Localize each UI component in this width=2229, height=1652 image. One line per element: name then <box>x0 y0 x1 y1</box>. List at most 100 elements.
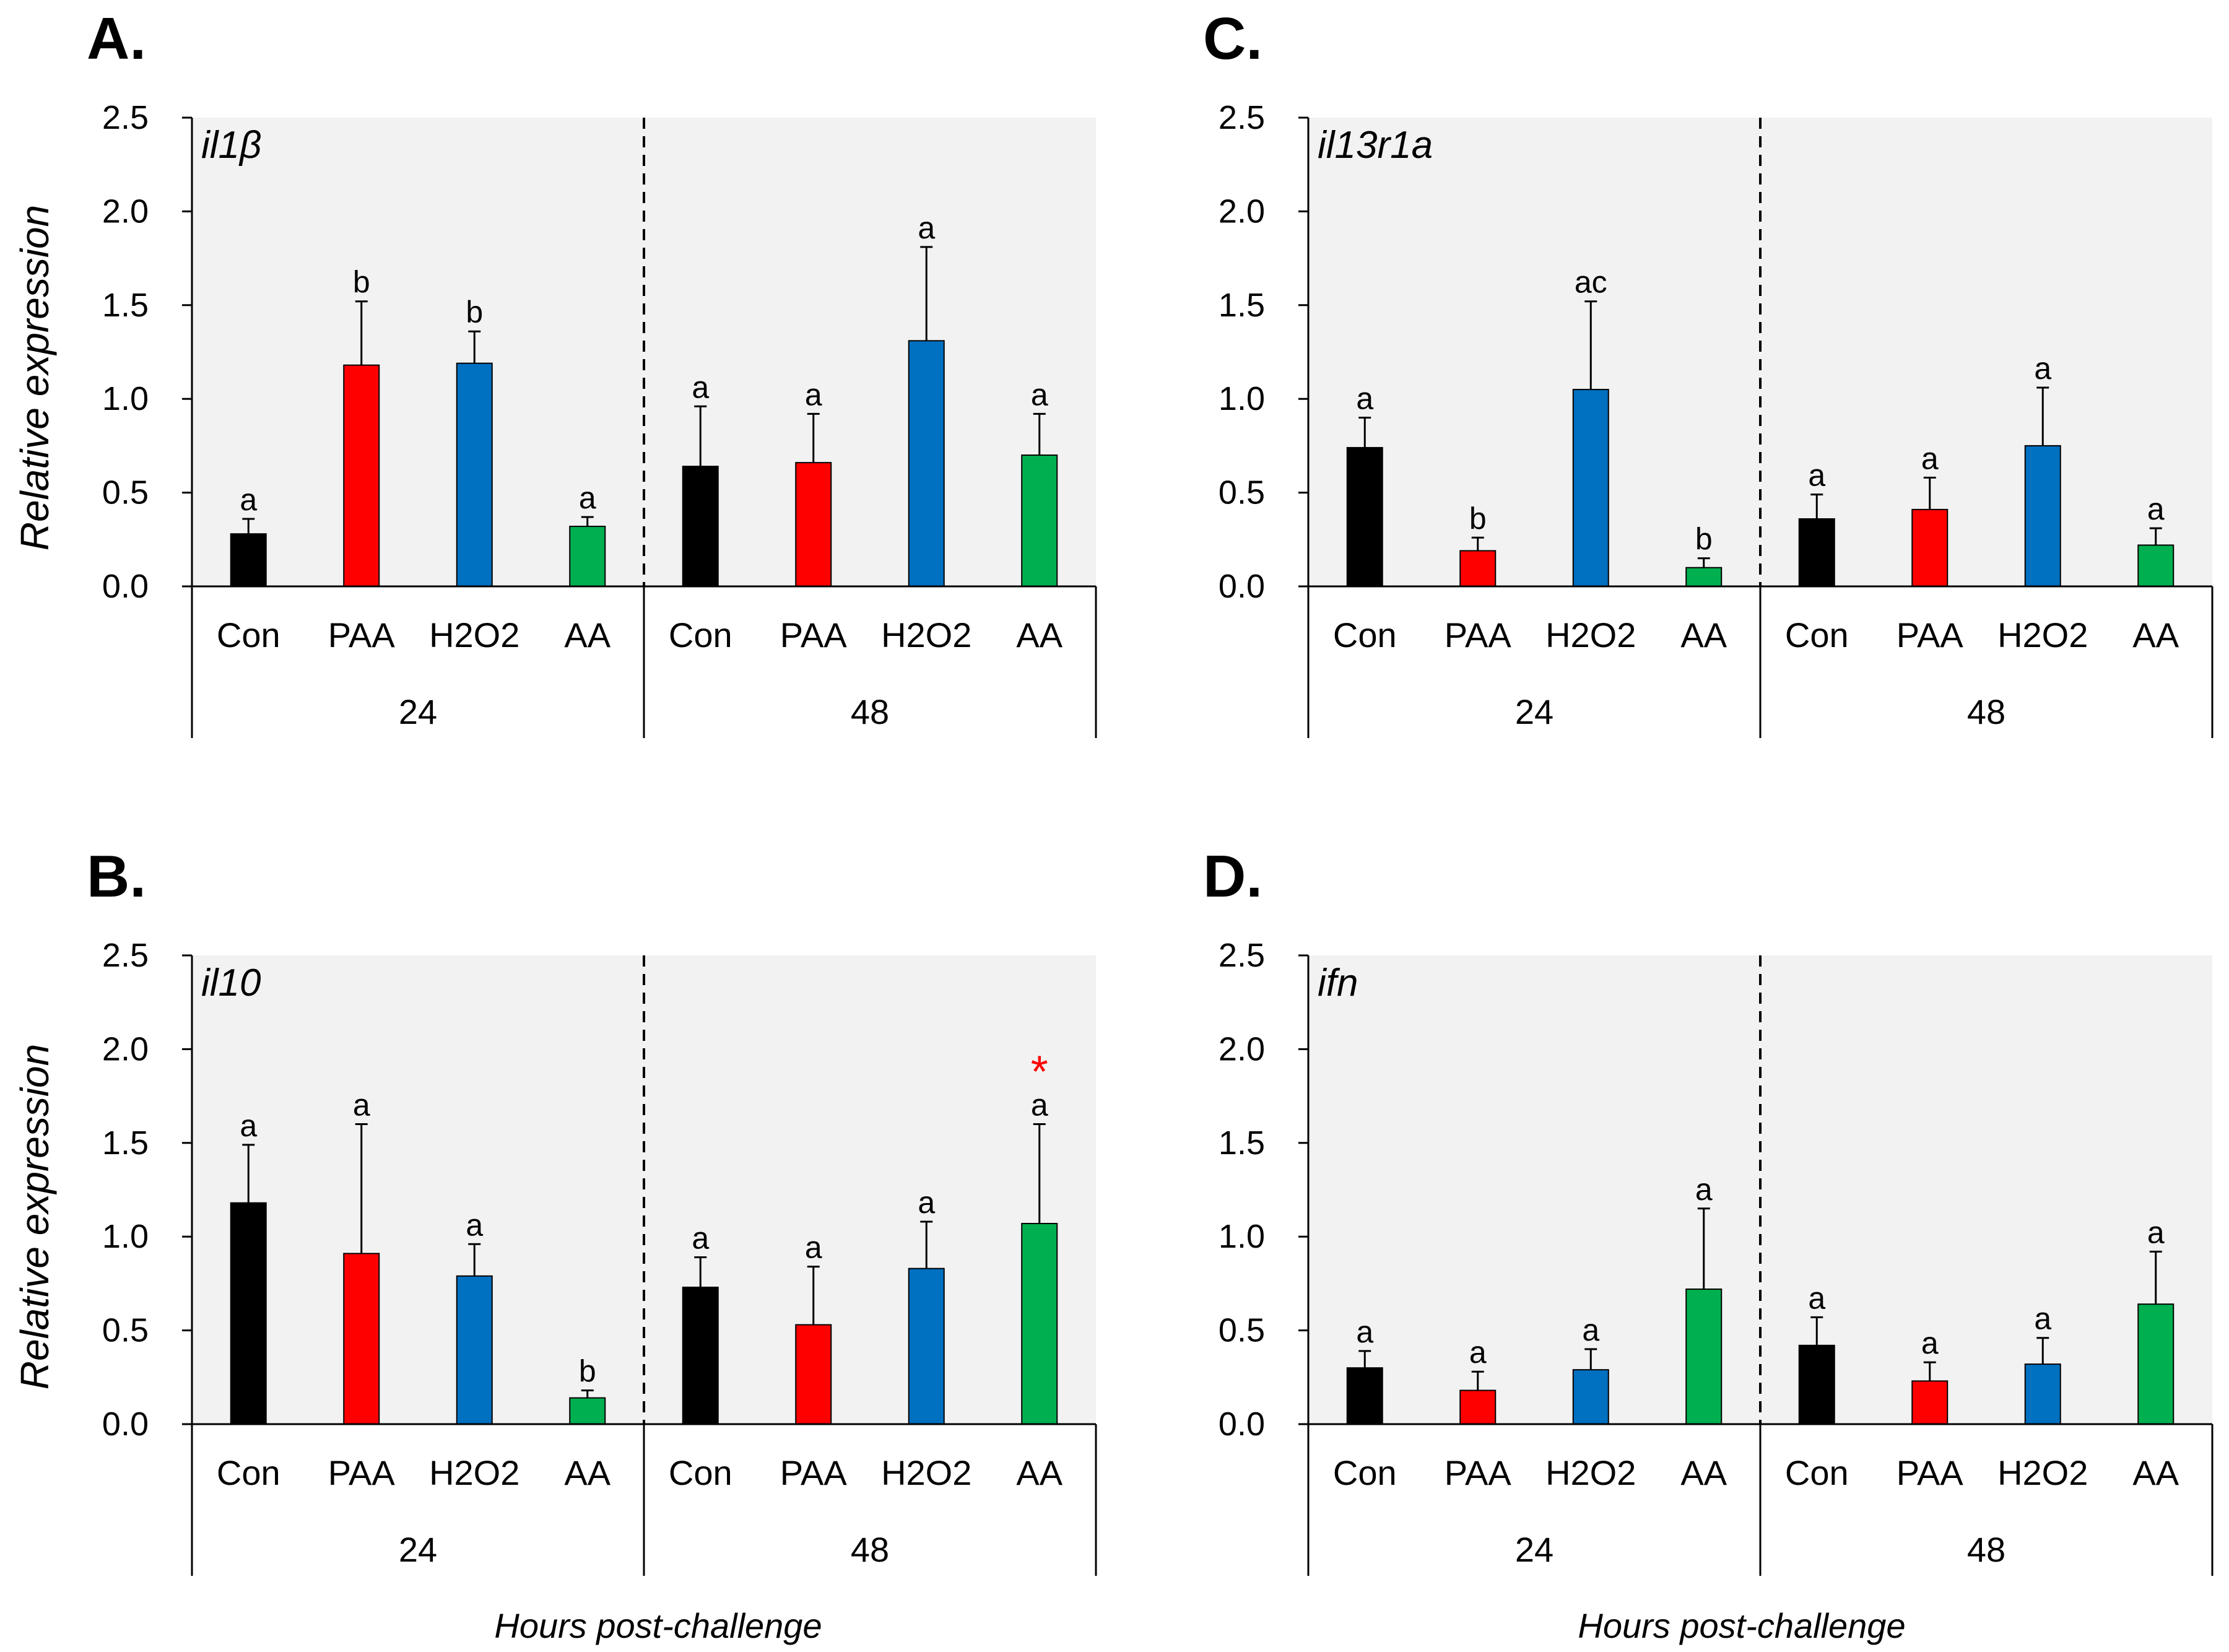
bar <box>2137 1303 2175 1425</box>
significance-letter: a <box>2034 351 2051 386</box>
panel-label: C. <box>1203 6 1262 72</box>
panel-label: A. <box>87 6 146 72</box>
significance-letter: a <box>1695 1172 1713 1207</box>
significance-letter: b <box>466 295 483 329</box>
significance-letter: a <box>579 480 596 515</box>
y-tick-label: 1.0 <box>1219 1218 1265 1255</box>
significance-letter: a <box>1808 458 1825 493</box>
time-group-label: 24 <box>1515 692 1553 731</box>
significance-letter: a <box>240 1108 257 1143</box>
y-axis-title-top: Relative expression <box>12 205 57 551</box>
bar <box>1685 1288 1723 1425</box>
y-tick-label: 0.0 <box>102 568 149 605</box>
bar <box>2137 544 2175 587</box>
bar <box>2024 445 2061 588</box>
category-label: H2O2 <box>881 615 971 654</box>
x-axis-title-right: Hours post-challenge <box>1578 1606 1905 1645</box>
time-group-label: 24 <box>399 692 437 731</box>
time-group-label: 48 <box>851 1530 889 1569</box>
panel-label: B. <box>87 843 146 910</box>
significance-letter: a <box>1031 1088 1048 1123</box>
significance-letter: a <box>240 482 257 517</box>
bar <box>795 462 832 587</box>
y-tick-label: 2.5 <box>102 99 149 136</box>
significance-letter: a <box>353 1088 370 1123</box>
bar <box>1021 1223 1058 1425</box>
category-label: AA <box>1680 615 1727 654</box>
bar <box>1346 1367 1383 1425</box>
significance-letter: a <box>692 1221 709 1256</box>
category-label: H2O2 <box>1997 615 2088 654</box>
category-label: H2O2 <box>1997 1453 2088 1492</box>
time-group-label: 48 <box>851 692 889 731</box>
y-tick-label: 2.5 <box>1219 99 1265 136</box>
y-tick-label: 0.5 <box>102 474 149 511</box>
y-tick-label: 1.5 <box>1219 1124 1265 1162</box>
bar <box>1021 454 1058 587</box>
y-tick-label: 0.0 <box>1219 1406 1265 1443</box>
y-axis-title-bottom: Relative expression <box>12 1044 57 1390</box>
category-label: H2O2 <box>1545 615 1636 654</box>
bar <box>1459 550 1497 588</box>
time-group-label: 24 <box>1515 1530 1553 1569</box>
significance-letter: a <box>918 1185 935 1220</box>
gene-label: ifn <box>1318 962 1358 1004</box>
panel-a: A. il1β 0.0 0.5 1.0 1.5 2.0 2.5 a Con b PAA b H2O2 a AA… <box>87 6 1097 738</box>
y-tick-label: 1.0 <box>102 1218 149 1255</box>
time-group-label: 48 <box>1967 692 2005 731</box>
panel-c: C. il13r1a 0.0 0.5 1.0 1.5 2.0 2.5 a Con b PAA ac H2O… <box>1203 6 2214 738</box>
bar <box>1798 518 1835 588</box>
significance-letter: a <box>1582 1313 1599 1347</box>
bar <box>230 1202 267 1425</box>
category-label: AA <box>1016 615 1062 654</box>
category-label: PAA <box>328 615 396 654</box>
y-tick-label: 1.0 <box>1219 380 1265 417</box>
y-tick-label: 0.0 <box>1219 568 1265 605</box>
category-label: Con <box>1785 1453 1849 1492</box>
y-tick-label: 0.5 <box>102 1312 149 1349</box>
category-label: Con <box>217 615 280 654</box>
bar <box>456 1275 493 1425</box>
y-tick-label: 2.5 <box>1219 937 1265 974</box>
significance-letter: a <box>2034 1302 2051 1336</box>
category-label: AA <box>2132 1453 2179 1492</box>
bar <box>230 533 267 587</box>
category-label: PAA <box>1445 1453 1512 1492</box>
significance-letter: a <box>1356 381 1373 415</box>
gene-label: il1β <box>201 124 261 167</box>
y-tick-label: 2.0 <box>1219 193 1265 230</box>
category-label: AA <box>1016 1453 1062 1492</box>
category-label: PAA <box>1445 615 1512 654</box>
category-label: AA <box>2132 615 2179 654</box>
gene-label: il10 <box>201 962 261 1004</box>
category-label: PAA <box>328 1453 396 1492</box>
bar <box>343 364 380 587</box>
category-label: H2O2 <box>429 1453 519 1492</box>
y-tick-label: 2.5 <box>102 937 149 974</box>
category-label: H2O2 <box>1545 1453 1636 1492</box>
bar <box>1911 508 1949 587</box>
bar <box>1798 1344 1835 1425</box>
significance-letter: a <box>692 370 709 404</box>
y-tick-label: 0.0 <box>102 1406 149 1443</box>
gene-label: il13r1a <box>1318 124 1433 167</box>
significance-letter: a <box>1921 1326 1939 1360</box>
significance-letter: a <box>466 1207 483 1242</box>
bar <box>2024 1363 2061 1425</box>
y-tick-label: 1.5 <box>102 287 149 324</box>
y-tick-label: 2.0 <box>1219 1030 1265 1067</box>
y-tick-label: 2.0 <box>102 1030 149 1067</box>
bar <box>1572 1369 1609 1425</box>
significance-letter: b <box>1469 501 1487 536</box>
bar <box>456 362 493 588</box>
significance-letter: a <box>1921 441 1939 476</box>
bar <box>569 526 606 587</box>
time-group-label: 48 <box>1967 1530 2005 1569</box>
x-axis-title-left: Hours post-challenge <box>494 1606 822 1645</box>
y-tick-label: 2.0 <box>102 193 149 230</box>
category-label: H2O2 <box>429 615 519 654</box>
bar <box>682 466 719 588</box>
significance-letter: a <box>805 377 822 412</box>
panel-label: D. <box>1203 843 1262 910</box>
